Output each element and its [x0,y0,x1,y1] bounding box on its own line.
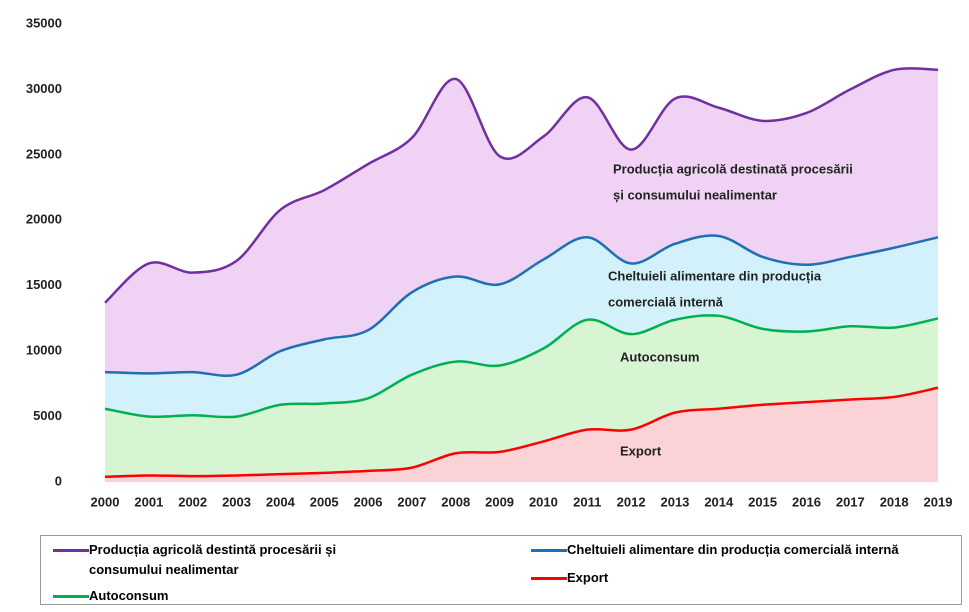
y-tick-label: 30000 [26,81,62,96]
x-tick-label: 2003 [222,494,251,509]
legend-item: Autoconsum [53,586,353,606]
legend-label: Producția agricolă destintă procesării ș… [89,542,337,577]
legend-item: Producția agricolă destintă procesării ș… [53,540,353,580]
y-tick-label: 35000 [26,15,62,30]
y-tick-label: 25000 [26,146,62,161]
annotation: și consumului nealimentar [613,187,777,202]
x-tick-label: 2004 [266,494,296,509]
area [105,235,938,418]
x-tick-label: 2002 [178,494,207,509]
x-tick-label: 2014 [704,494,734,509]
x-tick-label: 2001 [134,494,163,509]
area [105,387,938,482]
area [105,315,938,477]
legend-label: Cheltuieli alimentare din producția come… [567,542,899,557]
legend: Export Autoconsum Cheltuieli alimentare di… [40,535,962,605]
series-line [104,234,939,378]
legend-swatch [53,549,89,552]
series-line [104,314,939,419]
x-tick-label: 2006 [354,494,383,509]
legend-item: Export [531,568,831,588]
legend-label: Autoconsum [89,588,169,603]
annotation: Cheltuieli alimentare din producția [608,268,822,283]
legend-swatch [53,595,89,598]
legend-label: Export [567,570,609,585]
x-tick-label: 2008 [441,494,470,509]
chart: 0 5000 10000 15000 20000 25000 30000 35000 2000 2… [26,15,953,509]
annotation: Export [620,443,662,458]
x-tick-label: 2017 [836,494,865,509]
x-tick-label: 2011 [573,494,601,509]
x-tick-label: 2019 [924,494,953,509]
legend-swatch [531,549,567,552]
legend-item: Cheltuieli alimentare din producția come… [531,540,969,560]
x-tick-label: 2005 [310,494,339,509]
x-tick-label: 2010 [529,494,558,509]
legend-swatch [531,577,567,580]
x-tick-label: 2013 [660,494,689,509]
x-tick-label: 2012 [617,494,646,509]
y-tick-label: 15000 [26,277,62,292]
x-tick-label: 2016 [792,494,821,509]
y-tick-label: 0 [55,473,62,488]
x-tick-label: 2018 [880,494,909,509]
y-tick-label: 5000 [33,408,62,423]
y-tick-label: 10000 [26,343,62,358]
annotation: comercială internă [608,294,724,309]
annotation: Autoconsum [620,349,699,364]
x-tick-label: 2007 [397,494,426,509]
x-tick-label: 2000 [91,494,120,509]
y-tick-label: 20000 [26,212,62,227]
annotation: Producția agricolă destinată procesării [613,161,853,176]
series-line [104,386,939,479]
x-tick-label: 2015 [748,494,777,509]
series-line [104,67,939,304]
x-tick-label: 2009 [485,494,514,509]
area [105,68,938,376]
